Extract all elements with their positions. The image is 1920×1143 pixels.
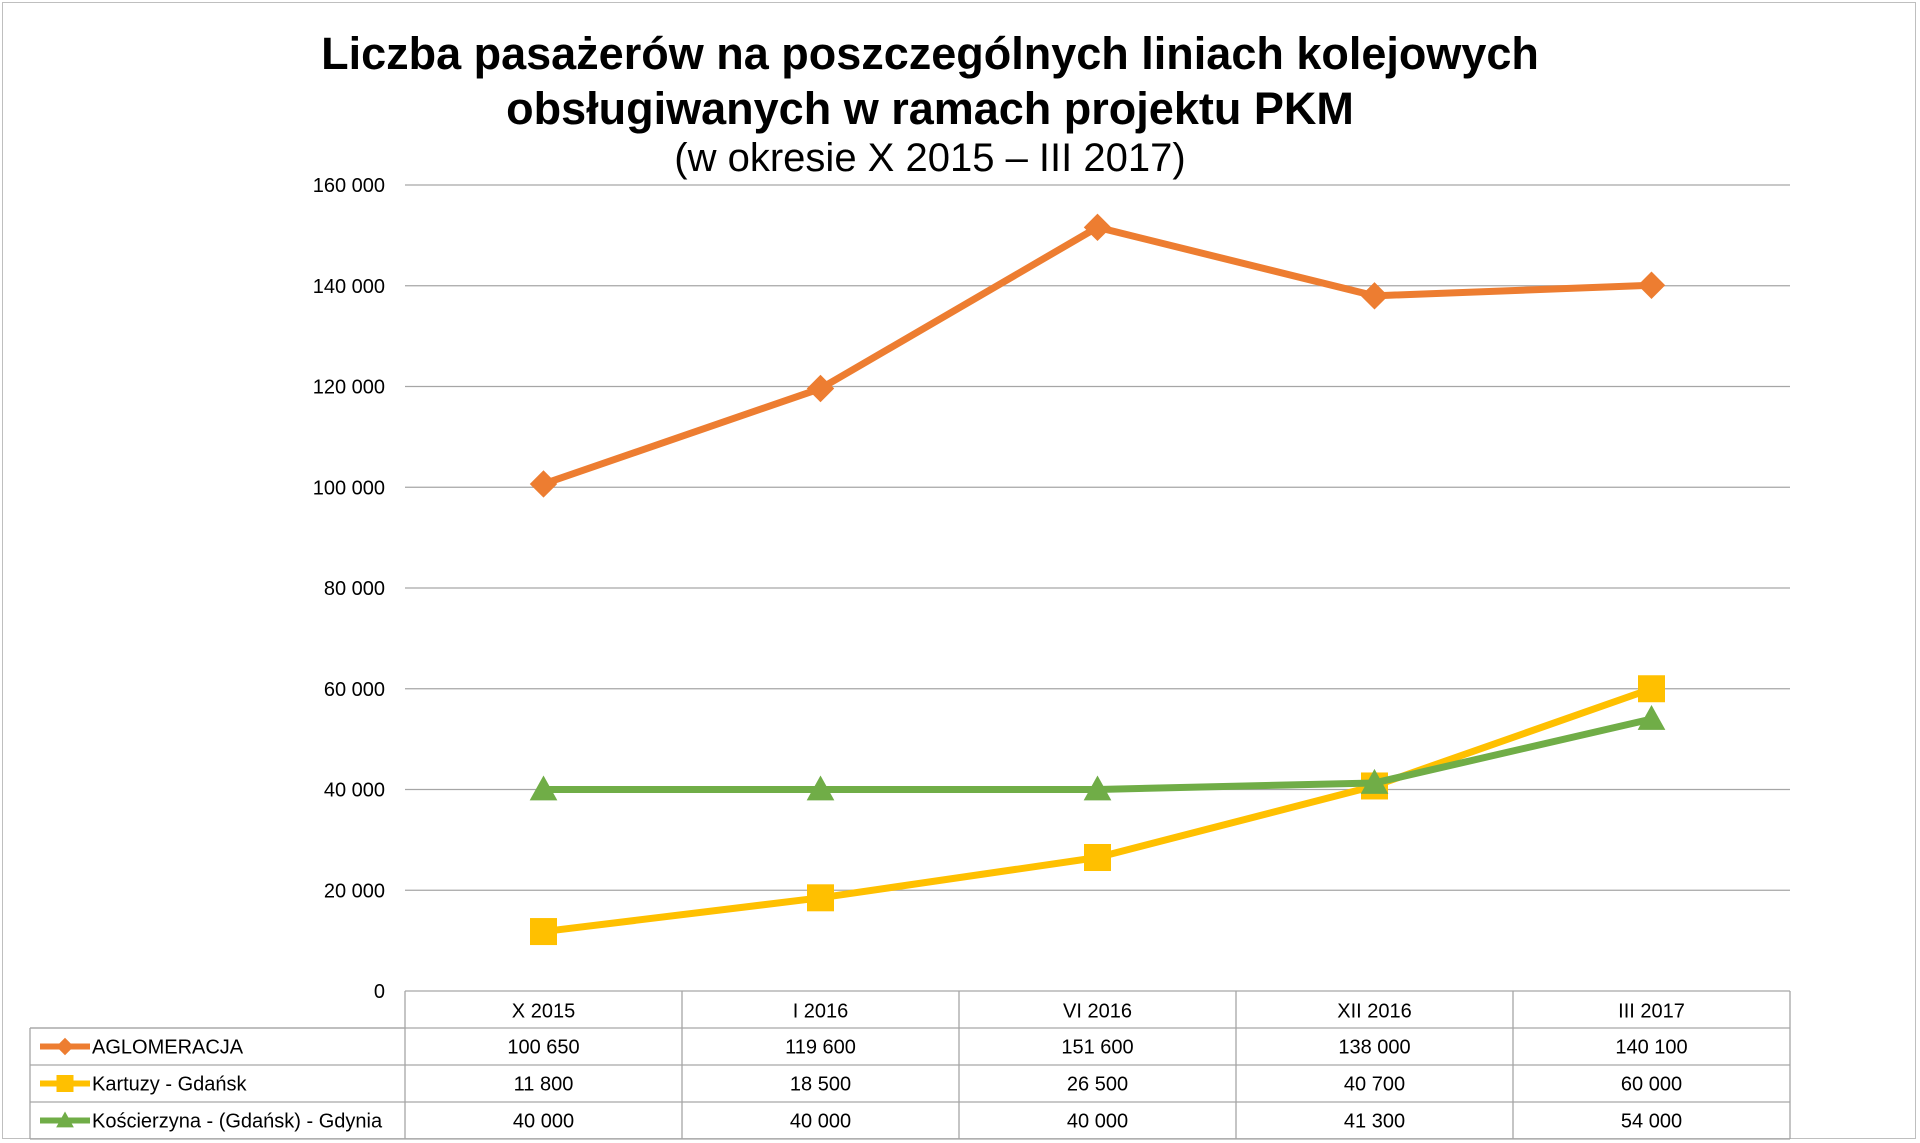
data-point [530,918,557,946]
data-table-cell: 60 000 [1621,1074,1682,1096]
series-line [540,685,1655,936]
data-table-cell: 138 000 [1338,1037,1410,1059]
category-label: III 2017 [1618,1001,1685,1023]
y-tick-label: 140 000 [313,276,385,298]
data-table-cell: 54 000 [1621,1111,1682,1133]
data-table-cell: 40 000 [1067,1111,1128,1133]
data-table-cell: 26 500 [1067,1074,1128,1096]
data-table-cell: 11 800 [514,1074,574,1096]
data-point [529,775,558,801]
legend-series-name: Kartuzy - Gdańsk [92,1074,248,1096]
series-lines [529,213,1666,946]
y-tick-label: 40 000 [324,780,385,802]
category-label: XII 2016 [1337,1001,1412,1023]
data-table-cell: 140 100 [1615,1037,1687,1059]
data-point [1084,844,1111,872]
legend-key-marker [56,1075,74,1092]
category-label: X 2015 [512,1001,575,1023]
data-point [1638,675,1665,703]
category-label: I 2016 [793,1001,849,1023]
legend-series-name: AGLOMERACJA [92,1037,244,1059]
data-point [807,884,834,912]
data-table-cell: 100 650 [507,1037,579,1059]
y-tick-label: 120 000 [313,377,385,399]
data-point [1360,768,1389,794]
data-table-cell: 40 000 [513,1111,574,1133]
series-line [540,223,1655,488]
data-table-cell: 40 700 [1344,1074,1405,1096]
data-point [1083,775,1112,801]
data-point [529,470,558,498]
data-table: X 2015 I 2016 VI 2016 XII 2016 III 2017 AGLOM… [29,991,1791,1140]
legend-key-marker [56,1037,74,1056]
data-table-cell: 40 000 [790,1111,851,1133]
legend-series-name: Kościerzyna - (Gdańsk) - Gdynia [92,1111,383,1133]
chart-subtitle: (w okresie X 2015 – III 2017) [674,136,1186,180]
y-axis-ticks: 0 20 000 40 000 60 000 80 000 100 000 120 000 1… [313,175,385,1003]
data-table-cell: 41 300 [1344,1111,1405,1133]
data-point [1637,271,1666,299]
chart-title-line-1: Liczba pasażerów na poszczególnych linia… [321,28,1539,79]
data-point [1360,282,1389,310]
data-table-cell: 151 600 [1061,1037,1133,1059]
data-table-cell: 119 600 [785,1037,856,1059]
data-table-cell: 18 500 [790,1074,851,1096]
y-tick-label: 100 000 [313,477,385,499]
y-tick-label: 60 000 [324,679,385,701]
data-point [806,775,835,801]
y-tick-label: 0 [374,981,385,1003]
data-point [1637,704,1666,730]
y-tick-label: 160 000 [313,175,385,197]
data-point [1083,213,1112,242]
y-tick-label: 80 000 [324,578,385,600]
category-label: VI 2016 [1063,1001,1132,1023]
legend-key-marker [56,1111,74,1128]
y-tick-label: 20 000 [324,880,385,902]
data-point [806,374,835,403]
chart-title-line-2: obsługiwanych w ramach projektu PKM [506,83,1354,134]
